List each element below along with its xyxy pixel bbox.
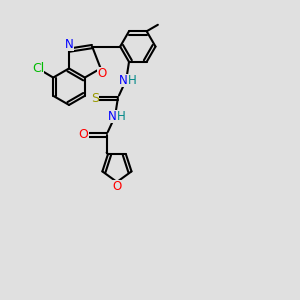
Text: S: S xyxy=(91,92,99,105)
Text: O: O xyxy=(98,67,107,80)
Text: H: H xyxy=(128,74,137,87)
Text: H: H xyxy=(117,110,126,123)
Text: N: N xyxy=(65,38,74,51)
Text: Cl: Cl xyxy=(32,62,44,75)
Text: N: N xyxy=(108,110,117,123)
Text: N: N xyxy=(119,74,128,87)
Text: O: O xyxy=(112,180,122,193)
Text: O: O xyxy=(79,128,88,141)
